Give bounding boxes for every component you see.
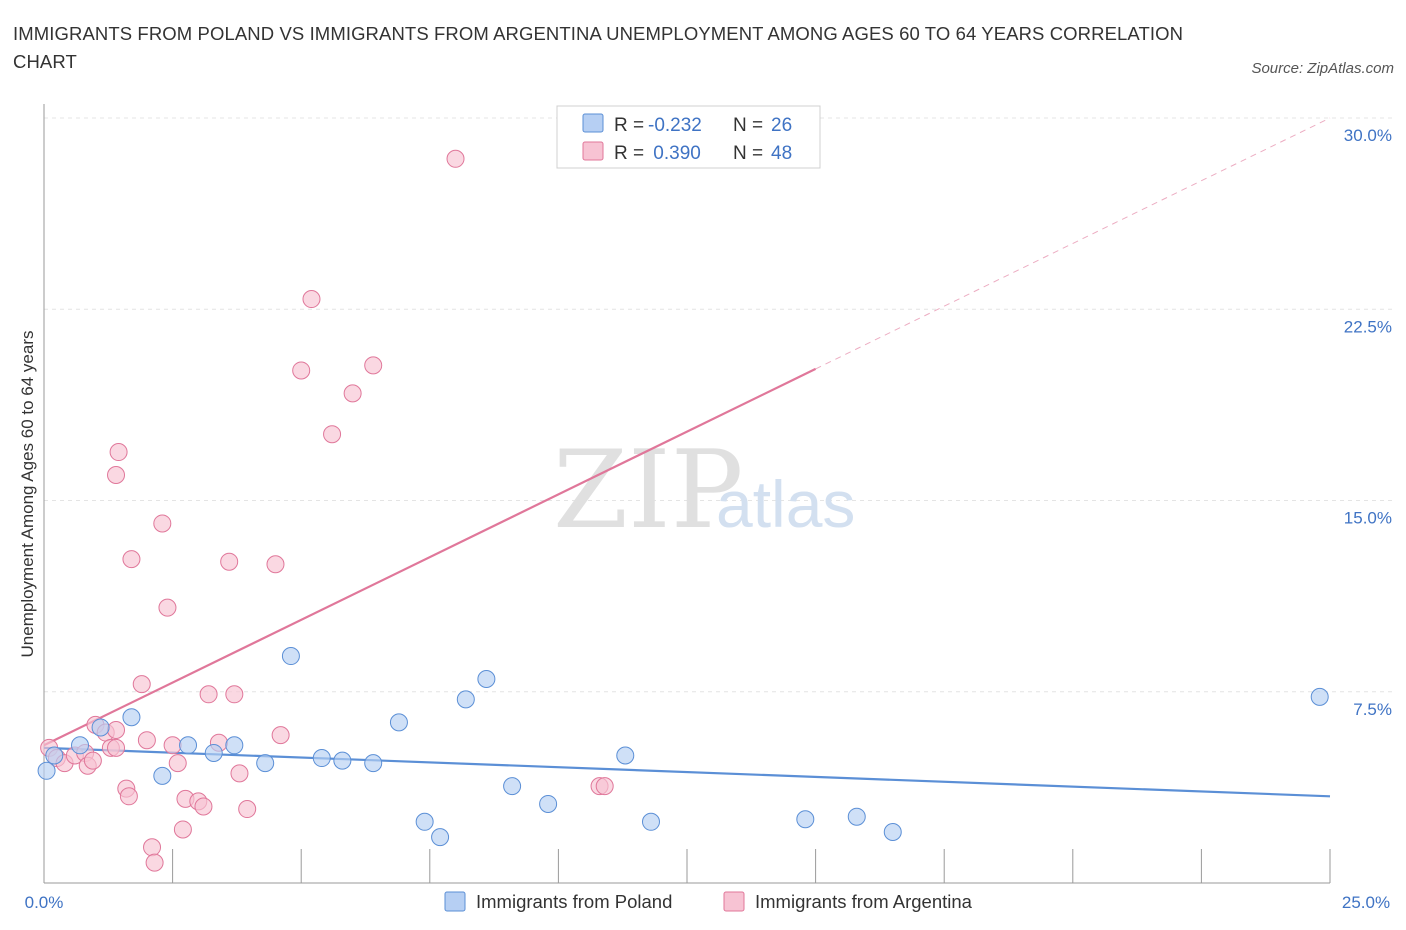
point-argentina [137, 731, 156, 750]
point-argentina [107, 466, 126, 484]
chart-title: IMMIGRANTS FROM POLAND VS IMMIGRANTS FRO… [13, 23, 1184, 72]
point-argentina [364, 356, 383, 375]
point-poland [616, 746, 635, 765]
point-argentina [230, 764, 249, 783]
point-argentina [168, 754, 187, 773]
y-tick-label: 15.0% [1344, 509, 1392, 528]
point-argentina [107, 721, 126, 739]
point-poland [37, 761, 56, 780]
legend-swatch-poland [444, 891, 466, 912]
watermark-atlas: atlas [716, 467, 855, 541]
point-argentina [225, 685, 244, 704]
point-poland [122, 708, 141, 727]
legend-swatch-argentina [723, 891, 745, 912]
point-argentina [271, 726, 290, 745]
point-poland [256, 754, 275, 773]
stats-r-value-argentina: 0.390 [648, 143, 701, 164]
point-argentina [238, 800, 257, 819]
point-poland [153, 766, 172, 785]
legend: Immigrants from Poland Immigrants from A… [444, 891, 973, 912]
point-argentina [446, 149, 465, 168]
stats-n-value-argentina: 48 [771, 143, 792, 164]
point-poland [477, 670, 496, 688]
point-argentina [194, 797, 213, 816]
y-tick-labels: 7.5% 15.0% 22.5% 30.0% [1344, 126, 1392, 719]
point-argentina [109, 443, 128, 462]
point-poland [641, 812, 660, 831]
stats-n-label-argentina: N = [733, 143, 763, 164]
y-tick-label: 30.0% [1344, 126, 1392, 145]
trend-lines [43, 117, 1331, 798]
legend-label-argentina: Immigrants from Argentina [755, 891, 973, 912]
point-poland [364, 754, 383, 773]
x-tick-label-min: 0.0% [25, 893, 64, 912]
stats-swatch-argentina [582, 141, 604, 161]
point-argentina [153, 514, 172, 533]
point-argentina [343, 384, 362, 403]
stats-r-value-poland: -0.232 [648, 115, 702, 136]
point-poland [847, 807, 866, 826]
point-poland [333, 751, 352, 770]
point-argentina [199, 685, 218, 704]
chart-source: Source: ZipAtlas.com [1251, 60, 1394, 77]
point-argentina [122, 550, 141, 569]
point-poland [539, 794, 558, 813]
point-argentina [292, 361, 311, 380]
gridlines [44, 117, 1392, 693]
stats-r-label-poland: R = [614, 115, 644, 136]
point-poland [389, 713, 408, 732]
point-argentina [220, 552, 239, 571]
point-argentina [163, 736, 182, 755]
point-argentina [83, 751, 102, 770]
point-argentina [302, 290, 321, 309]
point-argentina [266, 555, 285, 574]
stats-box: R = -0.232 N = 26 R = 0.390 N = 48 [556, 105, 821, 169]
point-poland [45, 746, 64, 765]
point-poland [1310, 687, 1329, 706]
legend-label-poland: Immigrants from Poland [476, 891, 672, 912]
point-argentina [158, 598, 177, 617]
stats-n-value-poland: 26 [771, 115, 792, 136]
stats-r-label-argentina: R = [614, 143, 644, 164]
point-poland [91, 718, 110, 737]
x-tick-label-max: 25.0% [1342, 893, 1390, 912]
point-argentina [107, 738, 126, 757]
point-poland [71, 736, 90, 755]
watermark-zip: ZIP [553, 428, 743, 553]
y-tick-label: 22.5% [1344, 317, 1392, 336]
watermark: ZIP atlas [553, 428, 855, 553]
point-poland [456, 690, 475, 709]
stats-n-label-poland: N = [733, 115, 763, 136]
y-axis-label: Unemployment Among Ages 60 to 64 years [18, 331, 37, 658]
point-poland [204, 743, 223, 762]
point-argentina [119, 787, 138, 806]
point-poland [312, 749, 331, 768]
point-poland [225, 736, 244, 755]
point-poland [415, 812, 434, 831]
point-argentina [323, 425, 342, 444]
point-poland [883, 823, 902, 841]
point-argentina [145, 853, 164, 872]
stats-swatch-poland [582, 113, 604, 133]
trend-line-poland [43, 746, 1331, 798]
point-argentina [595, 777, 614, 796]
point-poland [179, 736, 198, 755]
point-argentina [143, 838, 162, 857]
point-poland [503, 777, 522, 796]
trend-line-argentina-extension [815, 117, 1331, 370]
point-argentina [173, 820, 192, 839]
point-argentina [132, 675, 151, 694]
point-poland [431, 828, 450, 847]
y-tick-label: 7.5% [1353, 700, 1392, 719]
point-poland [281, 647, 300, 666]
trend-line-argentina [43, 367, 817, 747]
x-ticks [172, 849, 1331, 883]
data-points [37, 149, 1329, 872]
point-poland [796, 810, 815, 829]
